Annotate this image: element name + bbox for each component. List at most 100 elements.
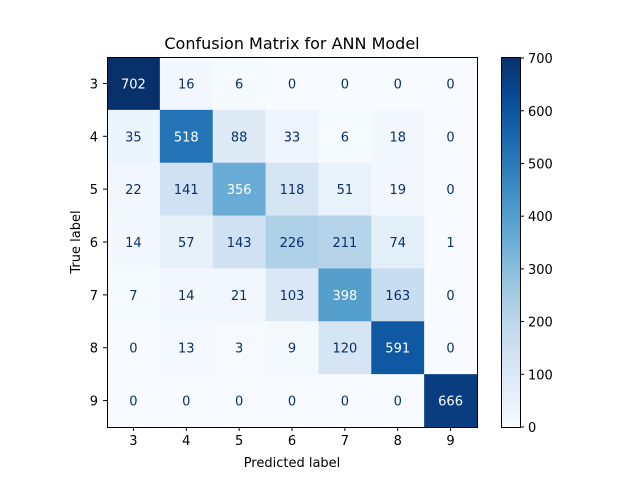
heatmap-cell (159, 268, 214, 322)
heatmap-cell (212, 215, 266, 269)
x-axis-ticks: 3 4 5 6 7 8 9 (129, 427, 455, 449)
heatmap-cell (424, 109, 478, 164)
cell-value-label: 74 (389, 236, 406, 251)
x-tick-label: 5 (235, 434, 243, 449)
cell-value-label: 88 (231, 130, 248, 145)
y-axis-label: True label (69, 210, 84, 274)
colorbar-tick-label: 100 (528, 368, 553, 383)
heatmap-cell (424, 321, 478, 375)
heatmap-cell (424, 374, 478, 428)
cell-value-label: 33 (284, 130, 301, 145)
heatmap-cell (371, 374, 425, 428)
heatmap-cell (107, 268, 161, 322)
heatmap-cell (318, 57, 372, 111)
heatmap-cell (371, 215, 425, 269)
heatmap-cell (212, 162, 266, 216)
cell-value-label: 0 (288, 395, 296, 410)
colorbar (501, 57, 521, 428)
heatmap-cell (159, 109, 214, 164)
cell-value-label: 591 (385, 342, 410, 357)
cell-value-label: 6 (341, 130, 349, 145)
x-tick-label: 3 (129, 434, 137, 449)
cell-value-label: 0 (394, 395, 402, 410)
cell-value-label: 518 (174, 130, 199, 145)
cell-value-label: 3 (235, 342, 243, 357)
heatmap-cell (424, 162, 478, 216)
cell-value-label: 57 (178, 236, 195, 251)
heatmap-cell (159, 215, 214, 269)
cell-value-label: 14 (178, 289, 195, 304)
cell-value-label: 702 (121, 77, 146, 92)
heatmap-cell (318, 162, 372, 216)
y-tick-label: 9 (90, 395, 98, 410)
heatmap-cell (265, 321, 319, 375)
cell-value-label: 143 (227, 236, 252, 251)
heatmap-cell (424, 268, 478, 322)
cell-value-label: 1 (446, 236, 454, 251)
heatmap-cell (212, 109, 266, 164)
heatmap-cell (212, 57, 266, 111)
heatmap-cell (265, 109, 319, 164)
cell-value-label: 19 (389, 183, 406, 198)
heatmap-cell (212, 268, 266, 322)
cell-value-label: 211 (332, 236, 357, 251)
y-tick-label: 8 (90, 342, 98, 357)
heatmap-cell (424, 57, 478, 111)
heatmap-cell (107, 374, 161, 428)
heatmap-cell (371, 268, 425, 322)
cell-value-label: 163 (385, 289, 410, 304)
cell-value-label: 0 (446, 289, 454, 304)
cell-value-label: 14 (125, 236, 142, 251)
cell-value-label: 9 (288, 342, 296, 357)
cell-value-label: 0 (341, 77, 349, 92)
cell-value-label: 103 (280, 289, 305, 304)
x-tick-label: 8 (394, 434, 402, 449)
heatmap-cell (371, 109, 425, 164)
cell-value-label: 356 (227, 183, 252, 198)
heatmap-cell (318, 215, 372, 269)
heatmap-cell (159, 57, 214, 111)
cell-value-label: 21 (231, 289, 248, 304)
colorbar-tick-label: 200 (528, 316, 553, 331)
heatmap-cell (159, 162, 214, 216)
cell-value-label: 16 (178, 77, 195, 92)
heatmap-cell (318, 374, 372, 428)
heatmap-cell (159, 374, 214, 428)
cell-value-label: 0 (341, 395, 349, 410)
heatmap-cell (212, 374, 266, 428)
y-tick-label: 5 (90, 183, 98, 198)
cell-value-label: 0 (446, 183, 454, 198)
heatmap-cell (159, 321, 214, 375)
heatmap-cells (107, 57, 478, 428)
heatmap-cell (265, 374, 319, 428)
x-tick-label: 6 (288, 434, 296, 449)
cell-value-label: 0 (182, 395, 190, 410)
heatmap-cell (318, 268, 372, 322)
heatmap-cell (371, 321, 425, 375)
y-tick-label: 7 (90, 289, 98, 304)
heatmap-cell (265, 215, 319, 269)
heatmap-cell (212, 321, 266, 375)
cell-value-label: 13 (178, 342, 195, 357)
cell-value-label: 6 (235, 77, 243, 92)
heatmap-cell (107, 215, 161, 269)
cell-value-label: 120 (332, 342, 357, 357)
heatmap-cell (107, 321, 161, 375)
cell-value-label: 51 (337, 183, 354, 198)
cell-value-label: 226 (280, 236, 305, 251)
x-axis-label: Predicted label (244, 456, 341, 471)
cell-value-label: 0 (446, 130, 454, 145)
heatmap-cell (265, 57, 319, 111)
colorbar-ticks: 0 100 200 300 400 500 600 700 (520, 52, 553, 436)
cell-value-label: 398 (332, 289, 357, 304)
chart-title: Confusion Matrix for ANN Model (164, 34, 419, 53)
heatmap-cell (371, 57, 425, 111)
cell-value-label: 7 (129, 289, 137, 304)
y-tick-label: 6 (90, 236, 98, 251)
heatmap-cell (107, 109, 161, 164)
cell-value-label: 666 (438, 395, 463, 410)
cell-value-label: 0 (129, 342, 137, 357)
heatmap-cell-labels: 702 16 6 0 0 0 035 518 88 33 6 18 022 141 356 118 51 19 01… (121, 77, 463, 409)
colorbar-tick-label: 300 (528, 263, 553, 278)
cell-value-label: 0 (446, 77, 454, 92)
